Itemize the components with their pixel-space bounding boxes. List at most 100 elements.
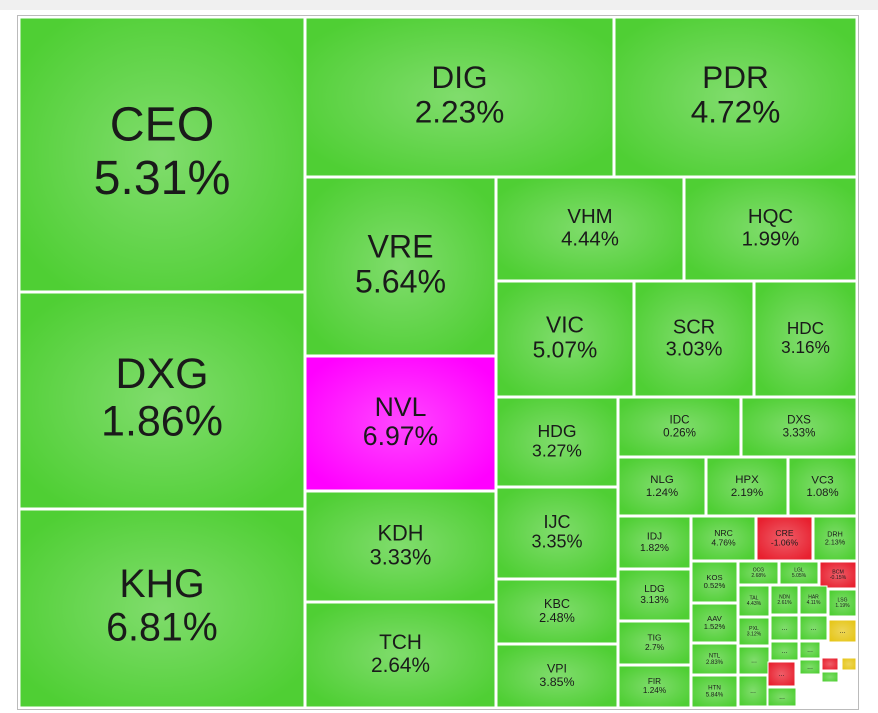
tile-change: 5.84% — [706, 692, 724, 699]
tile-shine — [619, 398, 740, 456]
tile-shine — [820, 562, 856, 588]
tile-more: ... — [807, 664, 813, 671]
tile-ticker: VIC — [546, 311, 584, 337]
tile-change: 4.76% — [711, 537, 736, 547]
tile-shine — [619, 622, 690, 664]
tile-shine — [497, 645, 617, 707]
tile-shine — [789, 458, 856, 515]
tile-change: 5.31% — [94, 151, 231, 205]
tile-shine — [497, 488, 617, 578]
tile-change: 1.24% — [646, 487, 678, 499]
tile-ticker: KHG — [119, 562, 204, 606]
tile-shine — [822, 672, 838, 682]
tile-change: 3.13% — [640, 595, 668, 606]
tile-shine — [497, 398, 617, 486]
tile-ticker: PXL — [749, 626, 759, 632]
tile-ticker: FIR — [648, 677, 661, 686]
tile-more: ... — [811, 625, 817, 632]
tile-ticker: NLG — [650, 474, 674, 486]
tile-shine — [739, 676, 767, 706]
tile-shine — [20, 18, 304, 291]
tile-change: 2.23% — [415, 94, 505, 130]
tile-more: ... — [840, 628, 846, 635]
tile-ticker: TCH — [379, 631, 422, 654]
tile-shine — [619, 458, 705, 515]
tile-change: 4.43% — [747, 601, 762, 607]
tile-change: 2.48% — [539, 611, 575, 625]
tile-more: ... — [779, 694, 785, 701]
tile-change: 6.81% — [106, 606, 218, 650]
tile-change: 0.52% — [704, 581, 726, 590]
tile-change: 3.12% — [747, 632, 762, 638]
tile-change: 3.27% — [532, 440, 582, 460]
tile-ticker: DXG — [115, 350, 208, 398]
tile-shine — [829, 620, 856, 642]
top-strip — [0, 0, 878, 10]
tile-ticker: HDG — [537, 421, 576, 441]
tile-shine — [707, 458, 787, 515]
tile-ticker: NDN — [779, 595, 790, 601]
tile-change: 1.99% — [742, 229, 800, 251]
tile-change: 1.19% — [835, 603, 850, 609]
tile-change: -1.06% — [771, 537, 799, 547]
tile-change: 2.68% — [751, 573, 766, 579]
tile-shine — [20, 293, 304, 508]
tile-change: 2.83% — [706, 660, 724, 666]
tile-ticker: CRE — [775, 528, 793, 538]
tile-more: ... — [750, 688, 756, 695]
tile-more: ... — [779, 671, 785, 678]
tile-shine — [692, 517, 755, 560]
tile-ticker: DIG — [431, 59, 487, 95]
tile-shine — [739, 647, 769, 674]
tile-ticker: OCG — [753, 568, 765, 574]
tile-shine — [692, 562, 737, 602]
tile-ticker: VPI — [547, 661, 567, 675]
tile-shine — [768, 688, 796, 706]
tile-ticker: NTL — [709, 653, 721, 659]
tile-change: 5.07% — [533, 337, 598, 363]
tile-ticker: HQC — [748, 206, 793, 228]
tile-shine — [306, 178, 495, 355]
tile-change: 4.11% — [807, 600, 821, 606]
tile-change: 2.7% — [645, 642, 665, 652]
tile-shine — [800, 586, 827, 614]
tile-change: 3.33% — [783, 426, 816, 439]
tile-shine — [771, 616, 798, 640]
tile-shine — [829, 590, 856, 616]
tile-shine — [800, 642, 820, 658]
tile-shine — [306, 603, 495, 707]
tile-ticker: TIG — [648, 633, 662, 643]
tile-ticker: VHM — [567, 206, 612, 228]
tile-shine — [635, 282, 753, 396]
tile-shine — [757, 517, 812, 560]
tile-change: 3.35% — [531, 532, 582, 552]
tile-shine — [814, 517, 856, 560]
tile-shine — [20, 510, 304, 707]
tile-ticker: DRH — [827, 530, 842, 538]
tile-shine — [742, 398, 856, 456]
tile-ticker: SCR — [673, 316, 715, 338]
tile-ticker: HAR — [808, 595, 819, 601]
tile-shine — [739, 562, 778, 584]
tile-shine — [739, 586, 769, 616]
tile-change: 2.61% — [777, 600, 792, 606]
tile-shine — [497, 178, 683, 280]
tile-change: 1.24% — [643, 686, 666, 695]
tile-ticker: AAV — [707, 614, 723, 623]
tile-more: ... — [782, 625, 788, 632]
tile-more: ... — [807, 647, 813, 654]
tile-shine — [619, 666, 690, 707]
tile-shine — [619, 517, 690, 568]
tile-shine — [619, 570, 690, 620]
tile-shine — [739, 618, 769, 645]
tile-ticker: BCM — [832, 570, 844, 576]
tile-change: 5.05% — [792, 573, 807, 579]
tile-shine — [615, 18, 856, 176]
tile-more: ... — [782, 648, 788, 655]
tile-change: 1.08% — [806, 487, 838, 499]
tile-shine — [755, 282, 856, 396]
tile-change: 5.64% — [355, 264, 446, 300]
tile-ticker: HPX — [735, 474, 759, 486]
tile-shine — [685, 178, 856, 280]
